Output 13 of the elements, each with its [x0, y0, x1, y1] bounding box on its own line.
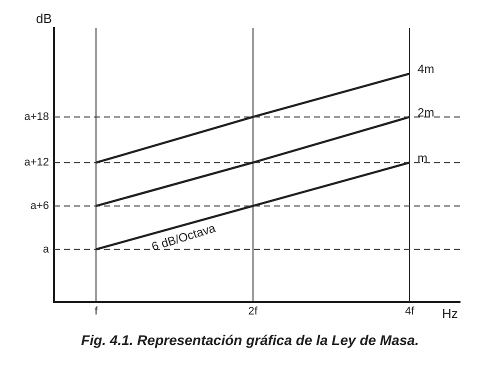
x-axis-title: Hz [442, 306, 458, 321]
series-label: 4m [418, 62, 434, 76]
text: Fig. 4.1. Representación gráfica de la Ley de Masa. [80, 332, 420, 348]
x-tick-label: f [94, 305, 99, 318]
ref-line-label: a+18 [24, 111, 49, 124]
series-label: m [418, 150, 428, 165]
series-label: 2m [418, 105, 434, 120]
ref-line-label: a [42, 243, 50, 256]
ref-line-label: a+6 [30, 200, 49, 212]
ref-line-label: a+12 [24, 156, 49, 169]
y-axis-title: dB [36, 11, 52, 26]
x-tick-label: 4f [404, 305, 416, 318]
x-tick-label: 2f [248, 305, 258, 318]
